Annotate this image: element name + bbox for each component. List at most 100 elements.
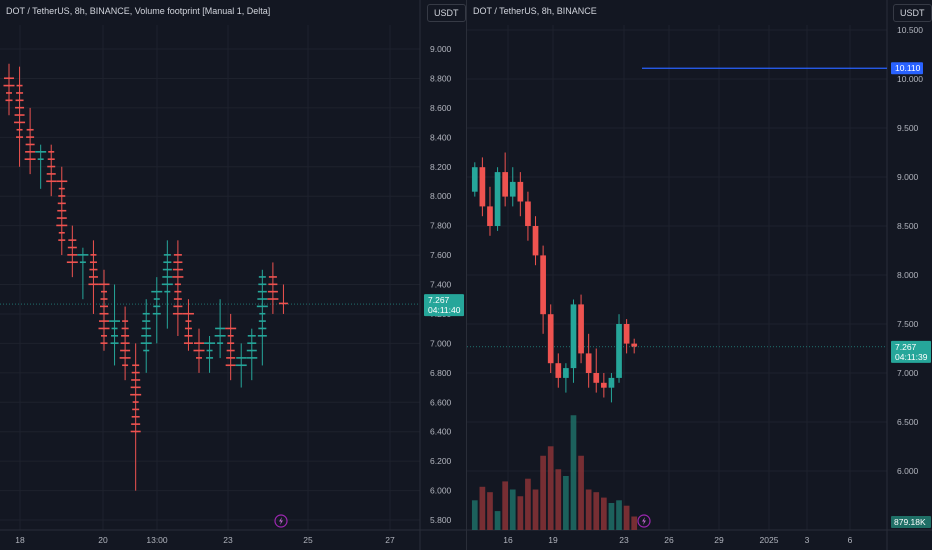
footprint-level: [258, 320, 266, 322]
footprint-level: [90, 254, 97, 256]
left-currency-button[interactable]: USDT: [427, 4, 466, 22]
right-currency-button[interactable]: USDT: [893, 4, 932, 22]
footprint-level: [194, 342, 204, 344]
footprint-level: [257, 335, 267, 337]
volume-bar: [570, 415, 577, 530]
footprint-level: [88, 283, 99, 286]
footprint-level: [142, 320, 151, 322]
footprint-level: [247, 342, 257, 344]
footprint-level: [56, 217, 67, 219]
footprint-level: [153, 305, 161, 308]
footprint-level: [5, 99, 13, 102]
footprint-level: [67, 246, 77, 249]
candlestick: [616, 314, 622, 383]
volume-bar: [547, 446, 554, 530]
footprint-level: [164, 290, 171, 293]
footprint-candle: [172, 240, 184, 337]
candlestick: [593, 348, 600, 393]
y-axis-tick-label: 6.000: [430, 486, 452, 496]
footprint-level: [46, 180, 57, 183]
footprint-level: [130, 393, 142, 396]
candlestick: [494, 167, 501, 231]
candle-body: [525, 201, 531, 226]
footprint-level: [48, 151, 55, 153]
price-tag-value: 7.267: [895, 342, 917, 352]
candle-body: [540, 255, 546, 315]
price-tag-countdown: 04:11:39: [895, 352, 928, 362]
footprint-candle: [140, 299, 152, 373]
candlestick: [509, 167, 516, 207]
footprint-level: [258, 276, 266, 278]
x-axis-tick-label: 3: [805, 535, 810, 545]
footprint-candle: [3, 63, 15, 116]
candlestick: [487, 186, 493, 236]
candlestick-chart[interactable]: 10.500 10.000 9.500 9.000 8.500 8.000 7.500 7.0…: [467, 0, 932, 550]
y-axis-tick-label: 6.000: [897, 466, 919, 476]
footprint-candle: [56, 166, 68, 256]
footprint-level: [16, 92, 24, 94]
footprint-level: [140, 342, 152, 344]
candle-body: [487, 206, 493, 226]
footprint-level: [153, 298, 160, 300]
candlestick: [555, 353, 562, 388]
footprint-level: [236, 357, 247, 359]
footprint-level: [110, 342, 119, 344]
footprint-level: [16, 84, 23, 87]
volume-bar: [623, 505, 630, 530]
right-chart-pane[interactable]: 10.500 10.000 9.500 9.000 8.500 8.000 7.500 7.0…: [467, 0, 932, 550]
footprint-level: [111, 335, 119, 337]
footprint-chart[interactable]: 9.000 8.800 8.600 8.400 8.200 8.000 7.800 7.600…: [0, 0, 466, 550]
footprint-level: [56, 180, 68, 183]
footprint-level: [214, 335, 226, 337]
footprint-level: [3, 84, 15, 87]
candle-body: [479, 167, 486, 207]
candlestick: [547, 304, 554, 373]
lightning-bolt: [642, 517, 646, 525]
x-axis-tick-label: 19: [548, 535, 558, 545]
candlestick: [563, 363, 569, 393]
footprint-level: [120, 342, 130, 344]
footprint-level: [100, 298, 108, 300]
candle-body: [517, 181, 524, 202]
footprint-level: [184, 335, 193, 337]
candlestick: [570, 299, 577, 383]
volume-bar: [540, 455, 546, 530]
x-axis-tick-label: 13:00: [146, 535, 168, 545]
footprint-candle: [235, 343, 247, 388]
candle-body: [600, 382, 607, 388]
x-axis-tick-label: 6: [848, 535, 853, 545]
left-chart-pane[interactable]: 9.000 8.800 8.600 8.400 8.200 8.000 7.800 7.600…: [0, 0, 467, 550]
footprint-level: [131, 371, 140, 374]
price-tag-value: 7.267: [428, 295, 450, 305]
footprint-level: [235, 364, 247, 367]
footprint-candle: [14, 66, 26, 167]
volume-bar: [631, 516, 638, 530]
footprint-level: [101, 290, 107, 293]
footprint-level: [98, 283, 110, 286]
footprint-candle: [119, 306, 131, 381]
footprint-candle: [256, 269, 268, 366]
line-price-tag: 10.110: [891, 62, 923, 75]
footprint-level: [77, 254, 89, 256]
footprint-candle: [278, 284, 288, 314]
y-axis-tick-label: 7.000: [430, 338, 452, 348]
candlestick: [502, 152, 509, 207]
volume-bar: [600, 497, 607, 530]
footprint-level: [268, 276, 277, 278]
footprint-level: [185, 320, 192, 322]
left-chart-title: DOT / TetherUS, 8h, BINANCE, Volume foot…: [6, 6, 271, 16]
y-axis-tick-label: 8.500: [897, 221, 919, 231]
footprint-candle: [161, 240, 173, 329]
footprint-level: [215, 327, 226, 330]
footprint-level: [46, 173, 56, 175]
y-axis-tick-label: 9.000: [430, 44, 452, 54]
candle-body: [502, 172, 509, 197]
price-tag-countdown: 04:11:40: [428, 305, 461, 315]
candle-body: [608, 377, 615, 388]
candlestick: [532, 216, 539, 266]
candlestick: [540, 245, 546, 334]
footprint-level: [163, 254, 171, 256]
candle-body: [563, 368, 569, 378]
right-chart-title: DOT / TetherUS, 8h, BINANCE: [473, 6, 597, 16]
